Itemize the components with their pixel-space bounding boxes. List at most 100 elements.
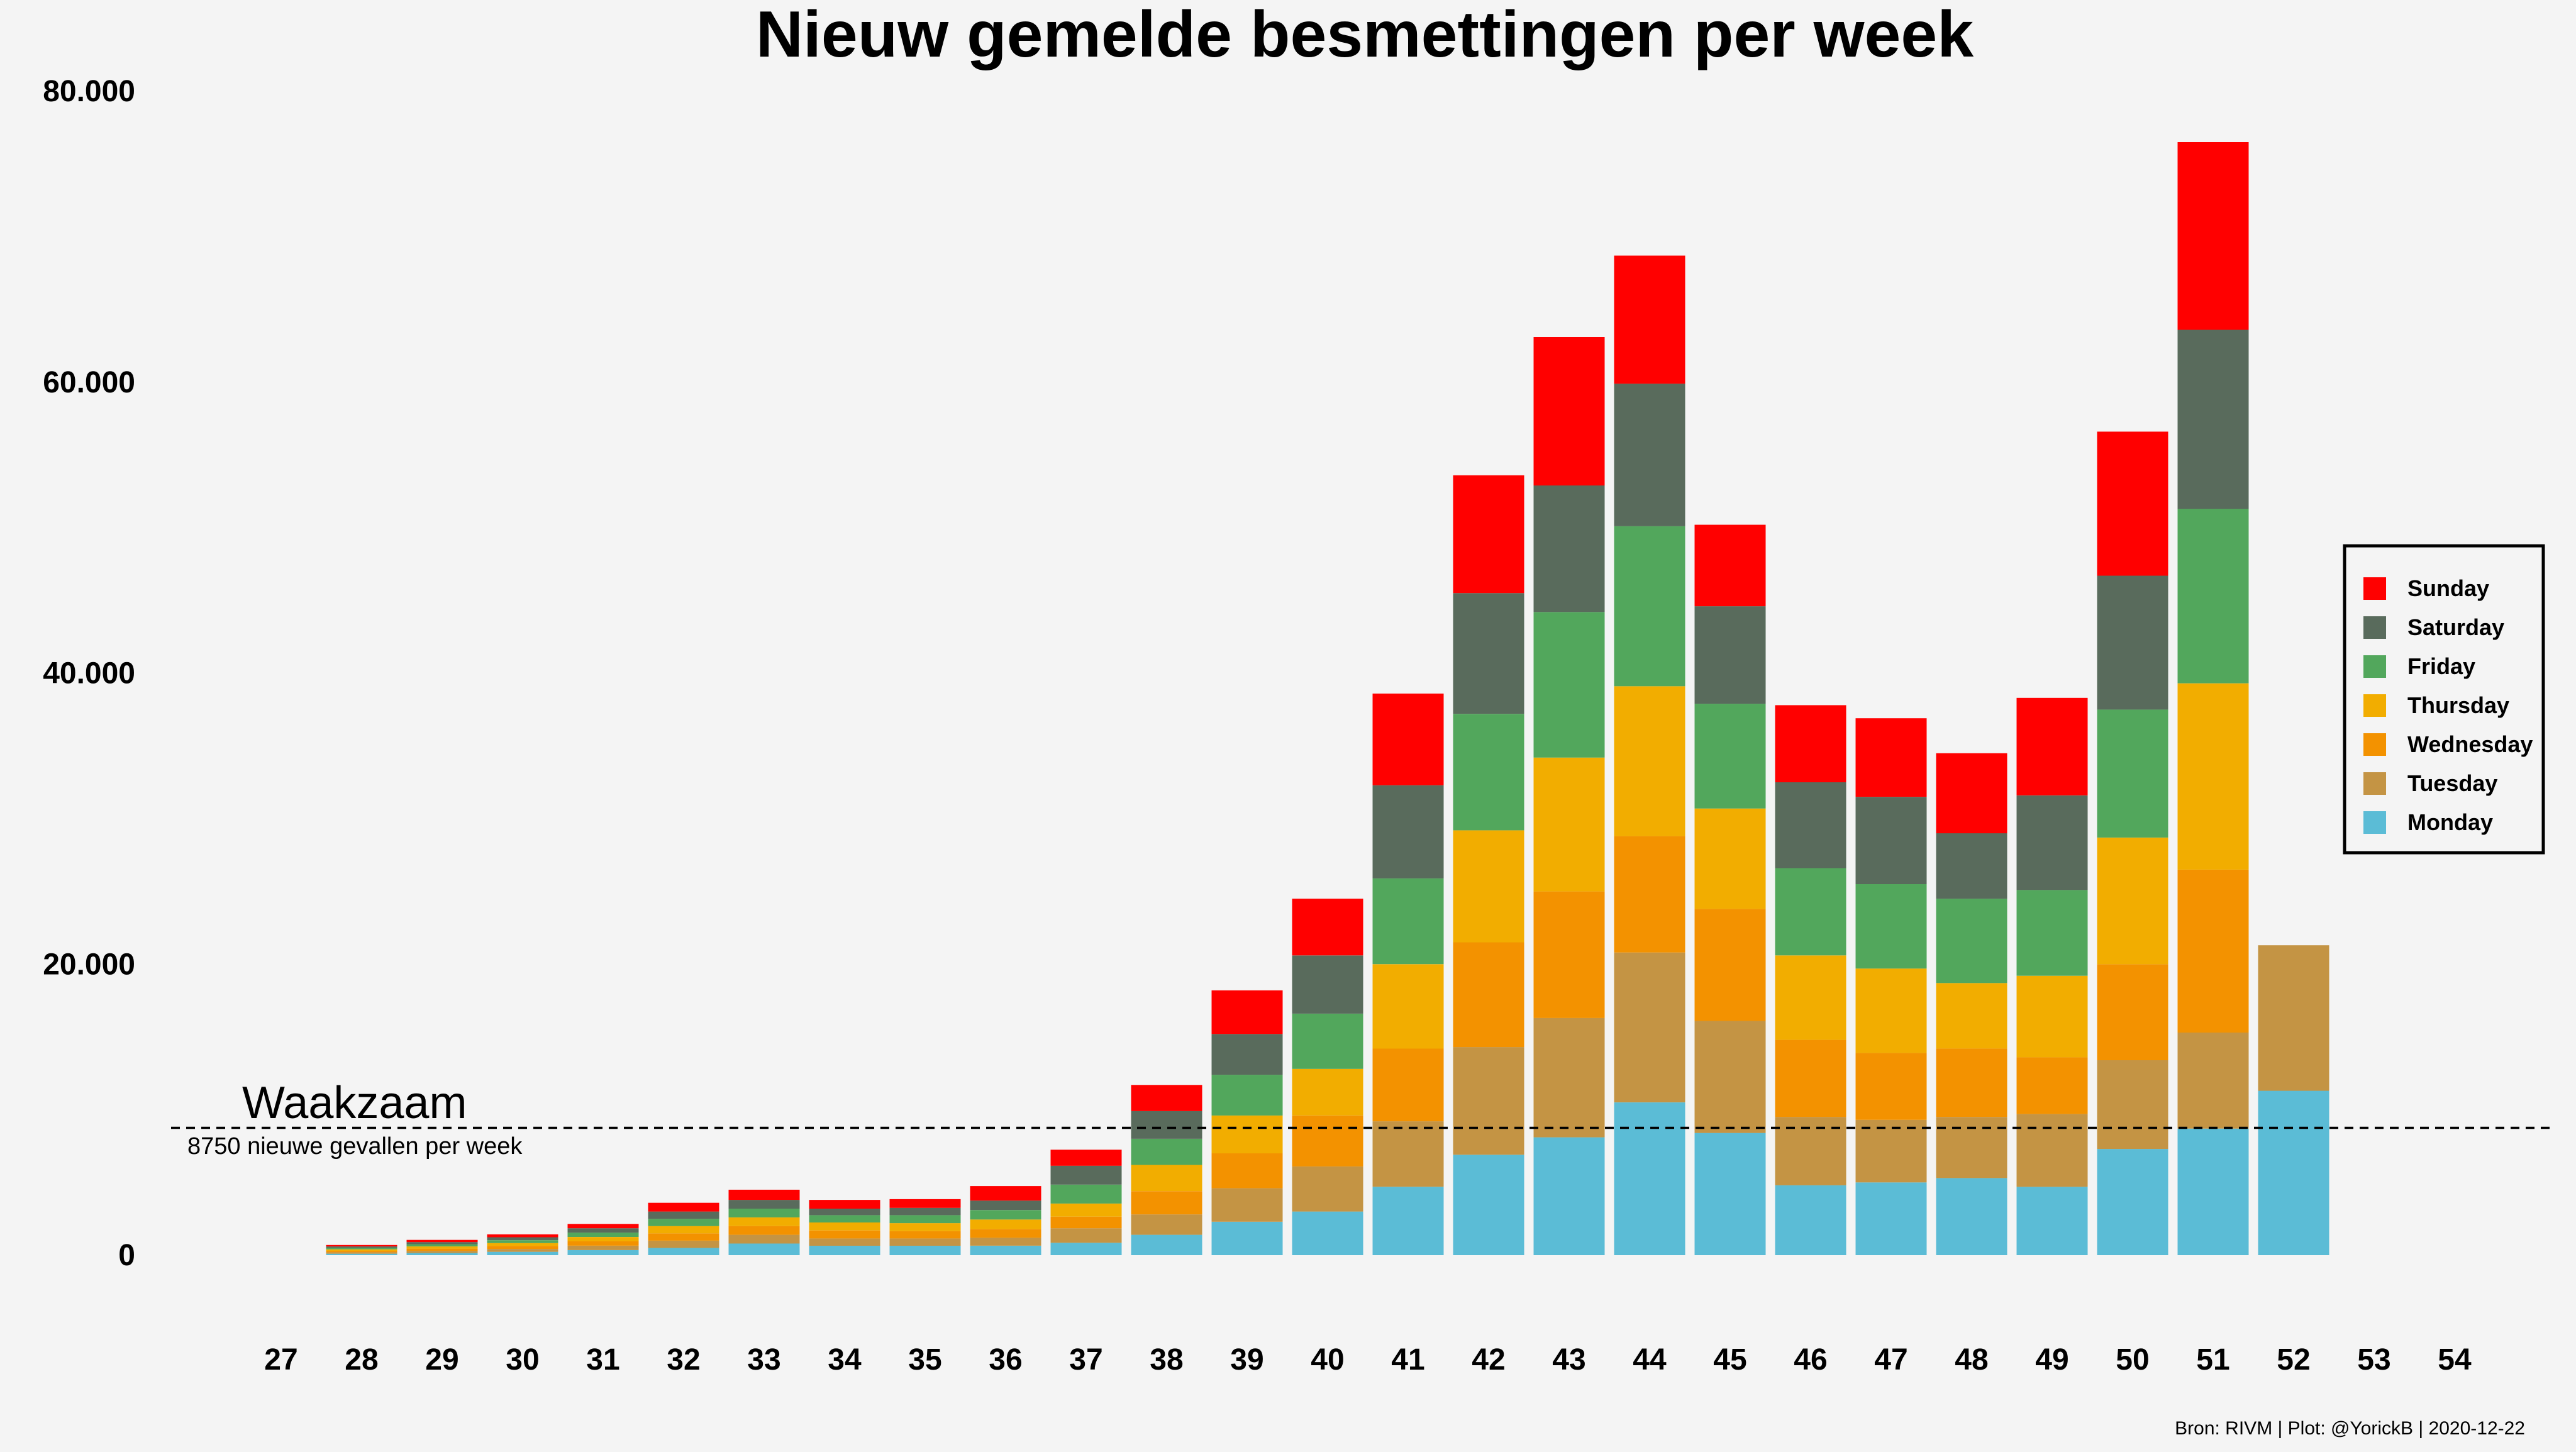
- x-tick-label: 34: [828, 1343, 862, 1377]
- bar-segment-week-31-wednesday: [567, 1241, 639, 1246]
- bar-segment-week-38-thursday: [1131, 1165, 1202, 1192]
- x-tick-label: 44: [1633, 1343, 1667, 1377]
- bar-segment-week-28-thursday: [326, 1249, 397, 1251]
- y-tick-label: 20.000: [43, 948, 135, 981]
- bar-segment-week-49-sunday: [2016, 697, 2088, 795]
- bar-segment-week-42-wednesday: [1453, 942, 1524, 1048]
- bar-segment-week-34-friday: [809, 1215, 880, 1222]
- bar-segment-week-40-thursday: [1292, 1068, 1363, 1116]
- bar-segment-week-40-tuesday: [1292, 1166, 1363, 1212]
- legend: Sunday Saturday Friday Thursday Wednesday Tue…: [2343, 544, 2545, 855]
- bar-segment-week-38-sunday: [1131, 1085, 1202, 1111]
- bar-segment-week-35-saturday: [889, 1207, 961, 1216]
- bar-segment-week-36-thursday: [970, 1219, 1041, 1229]
- bar-segment-week-39-saturday: [1211, 1034, 1283, 1075]
- bar-segment-week-50-monday: [2097, 1149, 2168, 1255]
- x-tick-label: 50: [2116, 1343, 2149, 1377]
- bar-segment-week-48-friday: [1936, 899, 2007, 984]
- bar-segment-week-39-friday: [1211, 1075, 1283, 1116]
- bar-segment-week-37-wednesday: [1050, 1216, 1122, 1229]
- bar-segment-week-29-sunday: [406, 1239, 478, 1243]
- x-tick-label: 48: [1955, 1343, 1988, 1377]
- bar-segment-week-43-friday: [1533, 612, 1605, 758]
- bar-segment-week-45-sunday: [1694, 524, 1766, 607]
- bar-segment-week-31-sunday: [567, 1224, 639, 1229]
- bar-segment-week-29-saturday: [406, 1242, 478, 1244]
- bar-segment-week-29-monday: [406, 1253, 478, 1255]
- bar-segment-week-38-wednesday: [1131, 1191, 1202, 1215]
- bar-segment-week-38-monday: [1131, 1234, 1202, 1255]
- bar-segment-week-32-monday: [648, 1248, 719, 1255]
- y-tick-label: 60.000: [43, 366, 135, 399]
- bar-segment-week-38-tuesday: [1131, 1214, 1202, 1235]
- bar-segment-week-44-wednesday: [1614, 836, 1685, 953]
- bar-segment-week-36-monday: [970, 1246, 1041, 1255]
- bar-segment-week-43-saturday: [1533, 485, 1605, 612]
- bar-segment-week-49-monday: [2016, 1187, 2088, 1255]
- bar-segment-week-45-wednesday: [1694, 909, 1766, 1021]
- bar-segment-week-33-tuesday: [728, 1234, 800, 1244]
- x-tick-label: 37: [1069, 1343, 1102, 1377]
- bar-segment-week-32-thursday: [648, 1226, 719, 1234]
- legend-label-monday: Monday: [2407, 809, 2493, 835]
- bar-segment-week-35-sunday: [889, 1199, 961, 1208]
- source-caption: Bron: RIVM | Plot: @YorickB | 2020-12-22: [2175, 1418, 2525, 1439]
- bar-segment-week-39-wednesday: [1211, 1153, 1283, 1189]
- bar-segment-week-30-wednesday: [487, 1246, 558, 1249]
- x-tick-label: 42: [1472, 1343, 1505, 1377]
- legend-label-friday: Friday: [2407, 653, 2475, 679]
- y-axis: 0 20.000 40.000 60.000 80.000: [43, 75, 135, 1272]
- bar-segment-week-43-wednesday: [1533, 891, 1605, 1018]
- bar-segment-week-43-monday: [1533, 1137, 1605, 1255]
- bar-segment-week-43-sunday: [1533, 337, 1605, 485]
- bar-segment-week-29-tuesday: [406, 1251, 478, 1253]
- bar-segment-week-50-friday: [2097, 709, 2168, 838]
- x-tick-label: 33: [747, 1343, 780, 1377]
- y-tick-label: 80.000: [43, 75, 135, 108]
- bar-segment-week-46-sunday: [1775, 705, 1846, 782]
- bar-segment-week-52-tuesday: [2258, 945, 2329, 1091]
- bar-segment-week-46-friday: [1775, 868, 1846, 956]
- bar-segment-week-48-tuesday: [1936, 1117, 2007, 1178]
- x-tick-label: 29: [425, 1343, 458, 1377]
- bar-segment-week-30-tuesday: [487, 1249, 558, 1252]
- bar-segment-week-32-tuesday: [648, 1240, 719, 1248]
- bar-segment-week-40-saturday: [1292, 955, 1363, 1014]
- bar-segment-week-46-thursday: [1775, 955, 1846, 1040]
- bar-segment-week-40-wednesday: [1292, 1115, 1363, 1167]
- bar-segment-week-35-wednesday: [889, 1231, 961, 1239]
- bar-segment-week-49-tuesday: [2016, 1114, 2088, 1187]
- bar-segment-week-44-thursday: [1614, 686, 1685, 836]
- bar-segment-week-47-friday: [1855, 884, 1927, 969]
- bar-segment-week-31-tuesday: [567, 1246, 639, 1250]
- bar-segment-week-28-saturday: [326, 1246, 397, 1248]
- bar-segment-week-47-tuesday: [1855, 1119, 1927, 1183]
- bar-segment-week-29-thursday: [406, 1246, 478, 1249]
- x-tick-label: 32: [667, 1343, 700, 1377]
- bar-segment-week-34-thursday: [809, 1222, 880, 1231]
- x-axis: 27 28 29 30 31 32 33 34 35 36 37 38 39 40 41 42 43 44 45 46…: [264, 1343, 2472, 1377]
- bar-segment-week-29-wednesday: [406, 1248, 478, 1251]
- x-tick-label: 49: [2035, 1343, 2068, 1377]
- bar-segment-week-45-thursday: [1694, 808, 1766, 909]
- bar-segment-week-30-thursday: [487, 1243, 558, 1246]
- bar-segment-week-37-friday: [1050, 1184, 1122, 1204]
- bar-segment-week-32-sunday: [648, 1202, 719, 1212]
- bar-segment-week-41-tuesday: [1372, 1121, 1444, 1187]
- bar-segment-week-44-monday: [1614, 1102, 1685, 1255]
- x-tick-label: 53: [2357, 1343, 2390, 1377]
- bar-segment-week-42-friday: [1453, 714, 1524, 831]
- x-tick-label: 52: [2277, 1343, 2310, 1377]
- bar-segment-week-28-friday: [326, 1248, 397, 1250]
- bar-segment-week-35-friday: [889, 1215, 961, 1224]
- bar-segment-week-31-thursday: [567, 1237, 639, 1241]
- bar-segment-week-44-tuesday: [1614, 952, 1685, 1102]
- x-tick-label: 54: [2438, 1343, 2472, 1377]
- x-tick-label: 46: [1794, 1343, 1827, 1377]
- bar-segment-week-48-thursday: [1936, 983, 2007, 1049]
- bar-segment-week-34-monday: [809, 1246, 880, 1255]
- bar-segment-week-51-tuesday: [2177, 1033, 2249, 1129]
- bar-segment-week-36-saturday: [970, 1200, 1041, 1211]
- bar-segment-week-45-saturday: [1694, 606, 1766, 704]
